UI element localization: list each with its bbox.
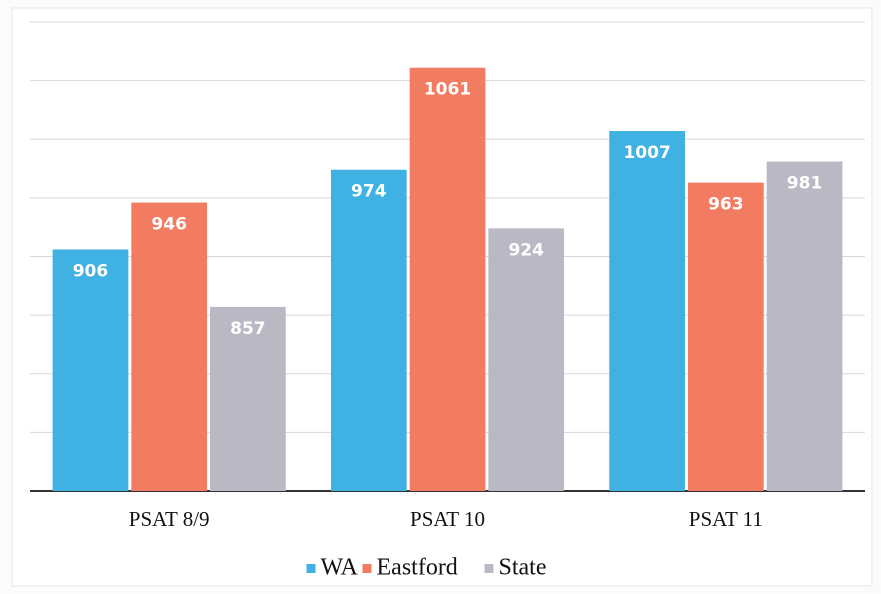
bar (609, 131, 685, 492)
bar (766, 161, 843, 491)
data-label: 906 (73, 261, 109, 281)
legend-swatch (362, 564, 372, 573)
legend-label: Eastford (377, 555, 458, 581)
data-label: 857 (230, 319, 266, 339)
x-tick-label: PSAT 8/9 (129, 507, 210, 531)
bar (131, 202, 208, 491)
data-label: 946 (151, 215, 187, 235)
x-tick-label: PSAT 10 (410, 507, 485, 531)
data-label: 1007 (623, 143, 670, 163)
bar (210, 306, 286, 491)
data-label: 963 (708, 195, 744, 215)
bar (687, 182, 764, 491)
bar (488, 228, 565, 492)
legend-label: State (499, 555, 547, 581)
legend-swatch (484, 564, 494, 573)
legend-label: WA (321, 555, 359, 581)
data-label: 924 (508, 240, 544, 260)
data-label: 1061 (424, 80, 471, 100)
data-label: 981 (787, 174, 823, 194)
bar (330, 169, 407, 492)
bar (409, 67, 486, 491)
x-tick-label: PSAT 11 (689, 507, 763, 531)
bar (52, 249, 129, 491)
legend-swatch (306, 564, 316, 573)
data-label: 974 (351, 182, 387, 202)
